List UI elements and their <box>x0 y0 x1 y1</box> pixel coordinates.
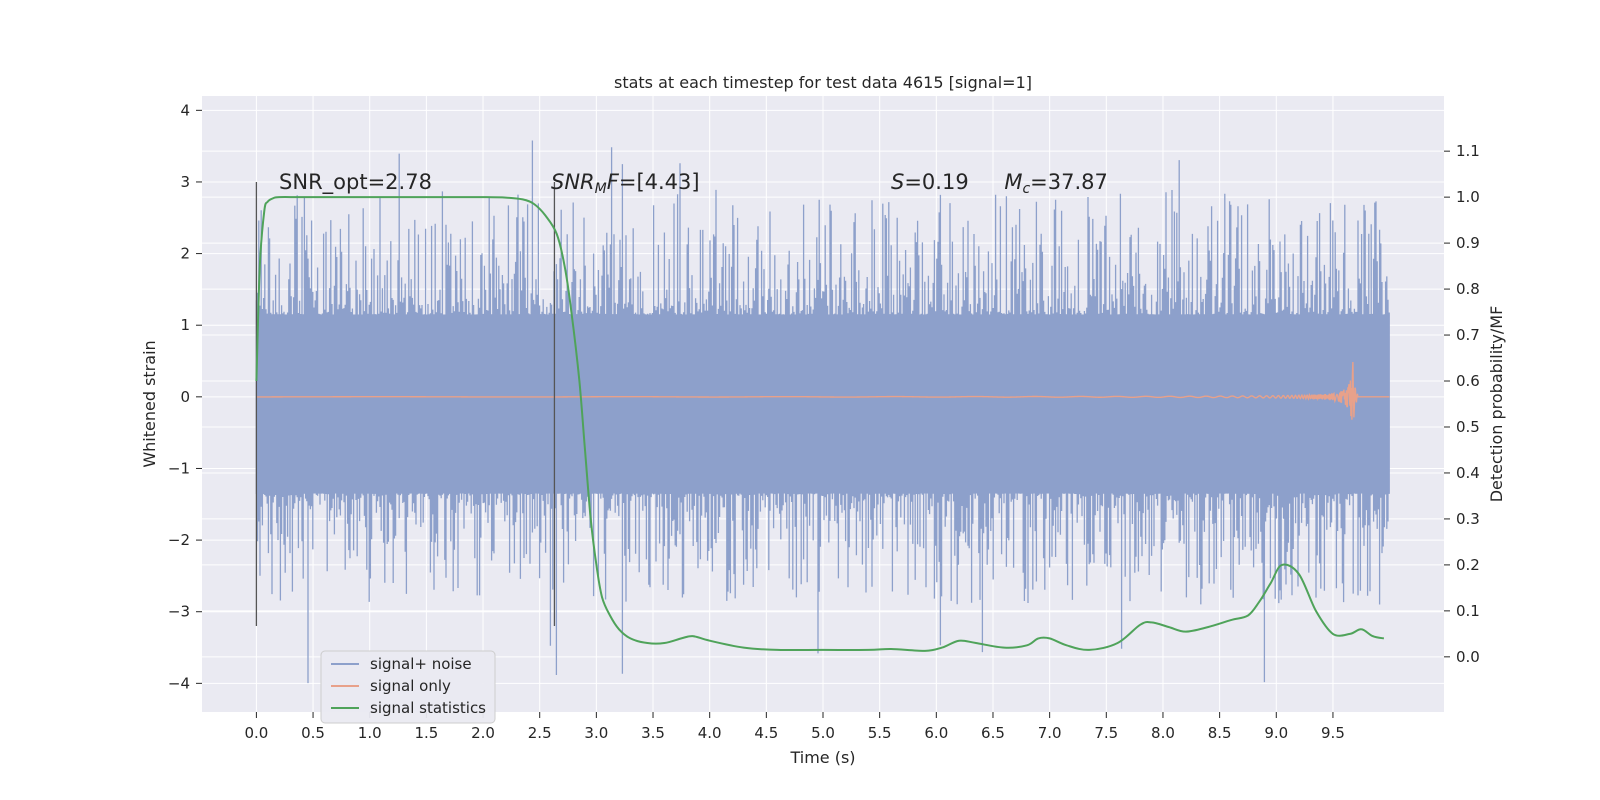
annotation-part: F <box>607 170 620 194</box>
x-tick-label: 5.0 <box>811 724 835 742</box>
y-axis-label: Whitened strain <box>140 340 159 467</box>
annotation-part: =0.19 <box>904 170 968 194</box>
y-tick-label: 2 <box>180 245 190 263</box>
y-tick-label: 4 <box>180 101 190 119</box>
y2-tick-label: 0.7 <box>1456 326 1480 344</box>
y2-tick-label: 0.8 <box>1456 280 1480 298</box>
annotation-text: S=0.19 <box>891 170 969 194</box>
x-tick-label: 4.5 <box>754 724 778 742</box>
y2-tick-label: 0.1 <box>1456 602 1480 620</box>
y2-tick-label: 0.2 <box>1456 556 1480 574</box>
legend-box <box>320 650 496 724</box>
legend-label-signal-plus-noise: signal+ noise <box>370 655 472 673</box>
chart-title: stats at each timestep for test data 461… <box>614 73 1032 92</box>
series-signal-statistics <box>255 196 1385 652</box>
annotation-text: SNR_opt=2.78 <box>279 170 432 195</box>
series-signal-only <box>256 361 1390 420</box>
y-tick-label: 3 <box>180 173 190 191</box>
annotation-text: SNRMF=[4.43] <box>551 170 700 197</box>
x-tick-label: 0.5 <box>301 724 325 742</box>
x-tick-label: 9.0 <box>1264 724 1288 742</box>
y-tick-label: −4 <box>168 674 190 692</box>
y2-tick-label: 1.1 <box>1456 142 1480 160</box>
y2-axis-ticks: 1.1 1.0 0.9 0.8 0.7 0.6 0.5 0.4 0.3 0.2 0.1 0.0 <box>1444 142 1480 666</box>
x-tick-label: 3.5 <box>641 724 665 742</box>
y-axis-ticks: 4 3 2 1 0 −1 −2 −3 −4 <box>168 101 202 692</box>
x-tick-label: 6.5 <box>981 724 1005 742</box>
y-tick-label: 1 <box>180 316 190 334</box>
y-tick-label: −3 <box>168 603 190 621</box>
annotation-part: =[4.43] <box>619 170 700 194</box>
y2-tick-label: 0.5 <box>1456 418 1480 436</box>
y-tick-label: −2 <box>168 531 190 549</box>
series-signal-plus-noise <box>255 140 1390 684</box>
x-tick-label: 0.0 <box>244 724 268 742</box>
x-tick-label: 7.0 <box>1038 724 1062 742</box>
y2-tick-label: 0.3 <box>1456 510 1480 528</box>
vertical-markers <box>255 181 556 627</box>
annotation-part: S <box>891 170 904 194</box>
y2-tick-label: 0.0 <box>1456 648 1480 666</box>
y-tick-label: −1 <box>168 459 190 477</box>
annotation-part: SNR <box>551 170 595 194</box>
annotations: SNR_opt=2.78 SNRMF=[4.43] S=0.19 Mc=37.87 <box>279 170 1108 197</box>
y2-tick-label: 0.9 <box>1456 234 1480 252</box>
y2-axis-label: Detection probability/MF <box>1487 306 1506 503</box>
y2-tick-label: 0.6 <box>1456 372 1480 390</box>
x-tick-label: 2.0 <box>471 724 495 742</box>
x-axis-label: Time (s) <box>789 748 855 767</box>
x-axis-ticks: 0.0 0.5 1.0 1.5 2.0 2.5 3.0 3.5 4.0 4.5 5.0 5.5 6.0 6… <box>244 712 1345 742</box>
y2-tick-label: 1.0 <box>1456 188 1480 206</box>
x-tick-label: 2.5 <box>528 724 552 742</box>
annotation-part: =37.87 <box>1030 170 1108 194</box>
y2-tick-label: 0.4 <box>1456 464 1480 482</box>
annotation-part: c <box>1022 181 1030 197</box>
x-tick-label: 7.5 <box>1094 724 1118 742</box>
annotation-part: M <box>595 181 607 197</box>
x-tick-label: 6.0 <box>924 724 948 742</box>
x-tick-label: 8.0 <box>1151 724 1175 742</box>
legend-label-signal-statistics: signal statistics <box>370 699 486 717</box>
x-tick-label: 9.5 <box>1321 724 1345 742</box>
x-tick-label: 1.0 <box>358 724 382 742</box>
x-tick-label: 5.5 <box>868 724 892 742</box>
x-tick-label: 4.0 <box>698 724 722 742</box>
statistics-line <box>255 196 1385 652</box>
legend-label-signal-only: signal only <box>370 677 451 695</box>
annotation-part: SNR_opt=2.78 <box>279 170 432 195</box>
chirp-trace <box>256 361 1390 420</box>
y-tick-label: 0 <box>180 388 190 406</box>
annotation-text: Mc=37.87 <box>1004 170 1108 197</box>
x-tick-label: 3.0 <box>584 724 608 742</box>
annotation-part: M <box>1004 170 1022 194</box>
x-tick-label: 8.5 <box>1208 724 1232 742</box>
x-tick-label: 1.5 <box>414 724 438 742</box>
legend: signal+ noise signal only signal statist… <box>320 650 496 724</box>
